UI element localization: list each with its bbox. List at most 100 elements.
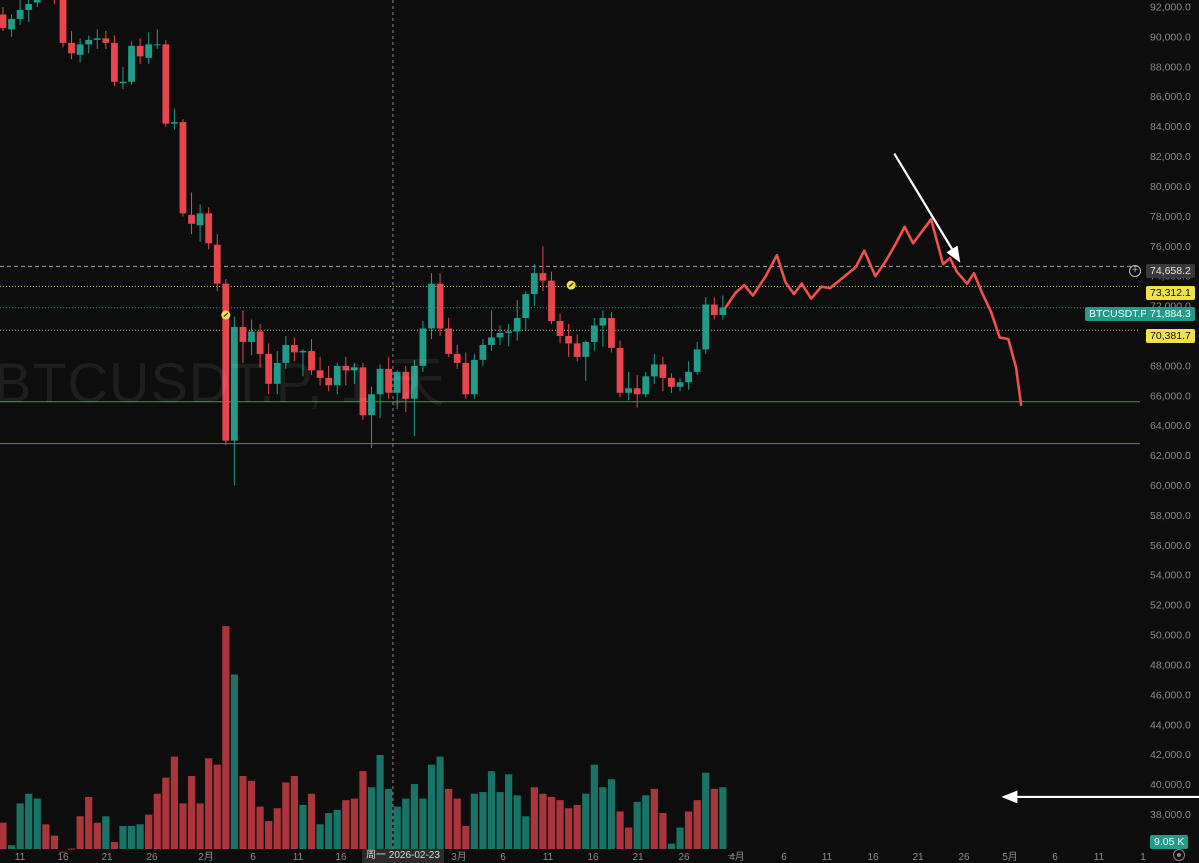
volume-bar xyxy=(7,845,16,849)
candle-body xyxy=(171,122,178,124)
x-tick-label: 16 xyxy=(867,852,879,863)
volume-bar xyxy=(153,793,161,849)
candle-body xyxy=(145,44,153,58)
x-tick-label: 21 xyxy=(632,852,644,863)
volume-bar xyxy=(102,816,110,849)
volume-arrow-head xyxy=(1001,790,1018,804)
candle-body xyxy=(273,362,281,384)
candle-body xyxy=(548,280,555,322)
volume-bar xyxy=(582,793,590,849)
candle-body xyxy=(248,331,255,342)
volume-bar xyxy=(127,825,136,849)
volume-bar xyxy=(16,803,24,849)
volume-bar xyxy=(607,779,616,849)
volume-bar xyxy=(42,824,50,849)
symbol-label-tag: BTCUSDT.P xyxy=(1085,307,1152,321)
volume-bar xyxy=(67,848,76,850)
volume-bar xyxy=(513,795,521,849)
volume-bar xyxy=(76,816,84,849)
volume-bar xyxy=(710,788,718,849)
volume-bar xyxy=(0,822,7,849)
candle-body xyxy=(479,344,487,360)
volume-bar xyxy=(136,824,144,849)
volume-bar xyxy=(522,816,530,849)
candle-body xyxy=(153,44,161,46)
volume-bar xyxy=(299,804,307,849)
y-tick-label: 48,000.0 xyxy=(1150,659,1191,671)
candle-body xyxy=(599,318,607,326)
y-tick-label: 38,000.0 xyxy=(1150,809,1191,821)
y-tick-label: 62,000.0 xyxy=(1150,450,1191,462)
y-tick-label: 66,000.0 xyxy=(1150,390,1191,402)
candle-body xyxy=(668,377,675,387)
candle-body xyxy=(93,38,101,40)
y-tick-label: 84,000.0 xyxy=(1150,121,1191,133)
candle-body xyxy=(676,382,684,387)
last-close-tag: 74,658.2 xyxy=(1146,264,1195,278)
candle-body xyxy=(222,283,230,441)
volume-bar xyxy=(547,796,556,849)
volume-bar xyxy=(170,756,178,849)
x-tick-label: 11 xyxy=(293,852,304,863)
candle-body xyxy=(530,273,538,295)
volume-bar xyxy=(676,827,684,849)
y-tick-label: 52,000.0 xyxy=(1150,600,1191,612)
volume-bar xyxy=(719,787,727,849)
volume-bar xyxy=(702,772,710,849)
candle-body xyxy=(342,365,350,371)
y-tick-label: 54,000.0 xyxy=(1150,570,1191,582)
candle-body xyxy=(119,81,127,84)
volume-bar xyxy=(402,798,410,849)
candle-body xyxy=(385,368,393,393)
volume-bar xyxy=(196,803,204,849)
candle-body xyxy=(710,304,718,316)
candle-body xyxy=(650,364,658,377)
volume-bar xyxy=(273,808,281,849)
volume-bar xyxy=(419,798,427,849)
plus-circle-icon[interactable]: + xyxy=(1129,265,1141,277)
y-tick-label: 82,000.0 xyxy=(1150,151,1191,163)
candle-body xyxy=(299,350,307,353)
volume-bar xyxy=(162,777,170,849)
volume-bar xyxy=(659,813,667,849)
chart-watermark: BTCUSDT.P, 1 天 xyxy=(0,351,446,414)
volume-bar xyxy=(256,806,264,849)
candle-body xyxy=(402,371,410,399)
candle-body xyxy=(8,18,15,30)
x-tick-label: 16 xyxy=(587,852,599,863)
candle-body xyxy=(488,337,495,345)
candle-body xyxy=(573,343,581,357)
level-low-tag: 70,381.7 xyxy=(1146,329,1195,343)
volume-bar xyxy=(119,825,127,849)
candle-body xyxy=(590,325,598,342)
annotation-marker-glyph xyxy=(223,312,229,317)
settings-icon[interactable] xyxy=(1173,849,1185,861)
x-tick-label: 5月 xyxy=(1002,851,1018,863)
volume-bar xyxy=(376,755,384,849)
candle-body xyxy=(659,364,667,378)
volume-bar xyxy=(25,793,33,849)
volume-bar xyxy=(333,809,341,849)
volume-bar xyxy=(187,775,196,849)
volume-bar xyxy=(565,808,573,849)
y-tick-label: 58,000.0 xyxy=(1150,510,1191,522)
x-tick-label: 6 xyxy=(1052,852,1058,863)
y-tick-label: 88,000.0 xyxy=(1150,61,1191,73)
candle-body xyxy=(719,307,727,316)
candle-body xyxy=(333,365,341,386)
x-tick-label: 2月 xyxy=(198,851,214,863)
x-tick-label: 1 xyxy=(1140,852,1146,863)
candle-body xyxy=(111,42,118,82)
candle-body xyxy=(162,44,170,124)
volume-bar xyxy=(265,821,273,849)
volume-bar xyxy=(496,792,504,849)
candle-body xyxy=(188,214,195,224)
volume-bar xyxy=(530,787,538,849)
volume-bar xyxy=(179,803,187,849)
volume-bar xyxy=(307,793,316,849)
candle-body xyxy=(522,294,530,319)
candle-body xyxy=(642,376,650,395)
volume-bar xyxy=(573,804,581,849)
y-tick-label: 50,000.0 xyxy=(1150,630,1191,642)
